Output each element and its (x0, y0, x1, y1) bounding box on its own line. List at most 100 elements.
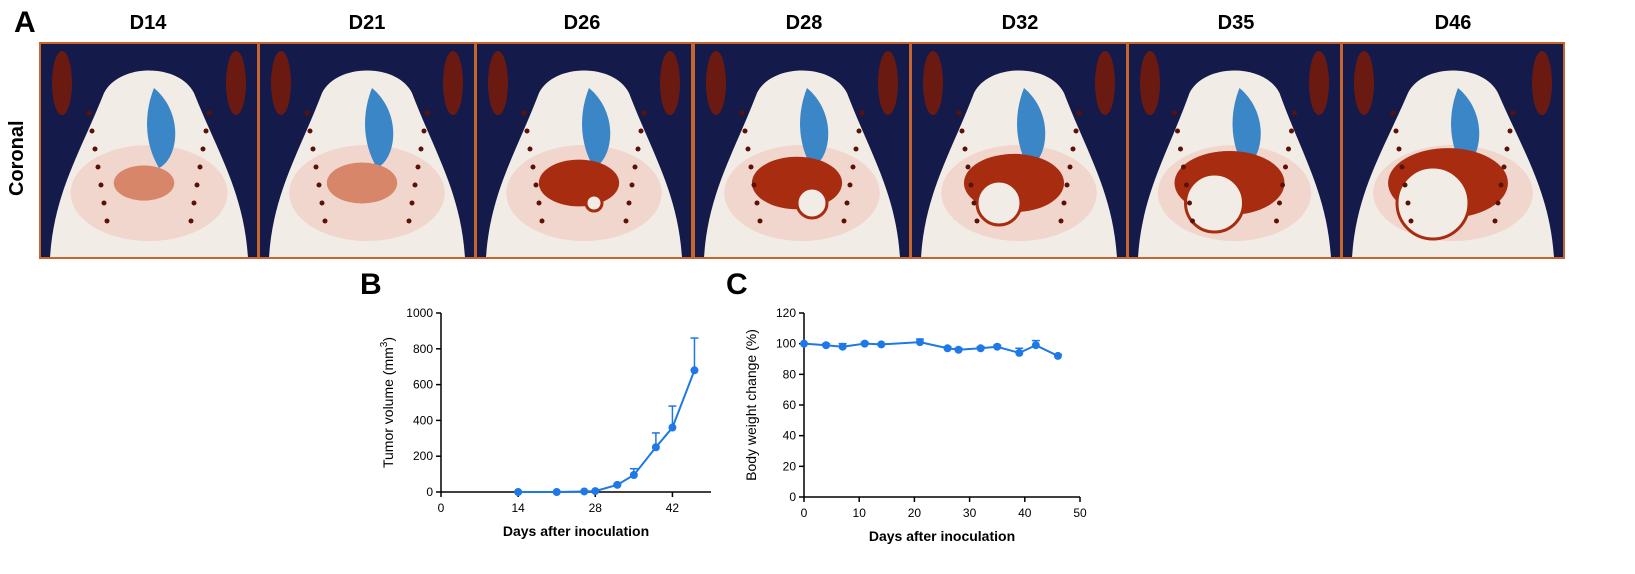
panel-a-letter: A (14, 6, 36, 39)
ct-rib-left (757, 218, 763, 224)
y-axis-label-main: Body weight change (%) (743, 329, 759, 481)
ct-rib-right (1492, 218, 1498, 224)
day-label-3: D26 (563, 12, 601, 34)
panel-c-letter: C (726, 268, 748, 301)
ct-rib-right (1510, 110, 1516, 116)
ct-rib-left (104, 218, 110, 224)
data-point (800, 339, 808, 348)
y-tick-label: 60 (783, 398, 797, 412)
ct-right-limb (1095, 51, 1115, 115)
ct-rib-left (1390, 110, 1396, 116)
ct-rib-left (98, 182, 104, 188)
ct-left-limb (488, 51, 508, 115)
ct-rib-right (1292, 110, 1297, 116)
ct-rib-left (530, 164, 536, 170)
y-tick-label: 80 (783, 367, 797, 381)
data-point (514, 488, 523, 496)
ct-rib-right (629, 182, 635, 188)
data-point (943, 344, 952, 353)
ct-rib-right (1286, 146, 1291, 152)
ct-rib-left (1402, 182, 1408, 188)
ct-rib-right (847, 182, 853, 188)
ct-rib-right (632, 164, 638, 170)
ct-rib-right (206, 110, 212, 116)
ct-right-limb (226, 51, 246, 115)
ct-rib-left (959, 128, 965, 134)
data-point (993, 342, 1002, 351)
ct-right-limb (660, 51, 680, 115)
ct-rib-left (1172, 110, 1177, 116)
ct-image-2 (258, 42, 476, 259)
ct-rib-right (641, 110, 647, 116)
ct-rib-left (101, 200, 107, 206)
ct-rib-left (521, 110, 527, 116)
ct-left-limb (706, 51, 726, 115)
ct-left-limb (52, 51, 72, 115)
data-point (1015, 348, 1024, 357)
ct-rib-right (1061, 200, 1067, 206)
ct-lung (582, 88, 611, 168)
ct-rib-left (1175, 128, 1180, 134)
x-axis-label: Days after inoculation (503, 523, 649, 539)
x-tick-label: 14 (511, 501, 525, 515)
data-point (1053, 351, 1062, 360)
ct-image-7 (1341, 42, 1565, 259)
y-axis-label-close: ) (380, 337, 396, 342)
ct-rib-left (956, 110, 962, 116)
ct-left-limb (1140, 51, 1160, 115)
ct-rib-left (1178, 146, 1183, 152)
ct-right-limb (878, 51, 898, 115)
ct-rib-right (856, 128, 862, 134)
x-tick-label: 0 (438, 501, 445, 515)
ct-rib-right (853, 146, 859, 152)
ct-rib-left (1396, 146, 1402, 152)
ct-rib-left (751, 182, 757, 188)
ct-rib-right (635, 146, 641, 152)
ct-rib-right (200, 146, 206, 152)
ct-rib-left (1393, 128, 1399, 134)
day-label-4: D28 (785, 12, 823, 34)
y-tick-label: 200 (413, 449, 433, 463)
ct-rib-right (1274, 218, 1279, 224)
x-tick-label: 20 (908, 506, 922, 520)
y-axis-label-main: Tumor volume (mm (380, 347, 396, 468)
ct-image-5 (910, 42, 1128, 259)
ct-rib-right (638, 128, 644, 134)
ct-rib-right (844, 200, 850, 206)
ct-rib-right (1507, 128, 1513, 134)
data-point (954, 345, 963, 354)
ct-rib-left (310, 146, 316, 152)
ct-rib-left (1187, 200, 1192, 206)
ct-rib-left (745, 146, 751, 152)
ct-rib-right (1076, 110, 1082, 116)
ct-cystic-lesion (975, 179, 1023, 227)
ct-rib-left (974, 218, 980, 224)
ct-frame (1341, 42, 1565, 259)
ct-rib-left (319, 200, 325, 206)
ct-rib-right (188, 218, 194, 224)
ct-rib-left (965, 164, 971, 170)
ct-rib-left (742, 128, 748, 134)
ct-image-4 (693, 42, 911, 259)
ct-right-limb (1532, 51, 1552, 115)
x-tick-label: 50 (1073, 506, 1087, 520)
ct-rib-right (418, 146, 424, 152)
data-point (668, 423, 677, 432)
ct-rib-right (409, 200, 415, 206)
ct-rib-right (415, 164, 421, 170)
ct-rib-left (971, 200, 977, 206)
day-label-2: D21 (348, 12, 386, 34)
ct-cystic-lesion (1395, 165, 1471, 241)
ct-rib-right (197, 164, 203, 170)
ct-rib-left (739, 110, 745, 116)
ct-lung (147, 88, 176, 168)
data-point (651, 443, 660, 452)
ct-rib-right (1501, 164, 1507, 170)
ct-lung (800, 88, 829, 168)
ct-rib-right (626, 200, 632, 206)
ct-image-6 (1127, 42, 1342, 259)
data-point (915, 338, 924, 347)
data-point (838, 342, 847, 351)
day-label-1: D14 (129, 12, 167, 34)
